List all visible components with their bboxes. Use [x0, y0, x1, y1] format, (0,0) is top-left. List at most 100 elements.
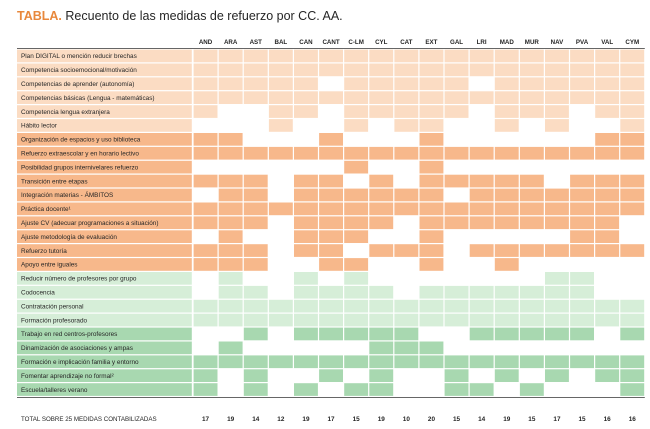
cell-cyl: [369, 285, 394, 299]
row-label: Competencias básicas (Lengua - matemátic…: [21, 95, 155, 102]
cell-c-lm: [344, 91, 369, 104]
cell-ara: [218, 63, 243, 77]
total-value-bal: 12: [277, 416, 285, 423]
cell-c-lm: [344, 327, 369, 341]
row-label-bg: [17, 383, 192, 396]
cell-bal: [268, 119, 293, 132]
cell-cym: [620, 369, 645, 382]
cell-val: [595, 63, 620, 77]
row-label: Contratación personal: [21, 303, 84, 310]
cell-cyl: [369, 202, 394, 216]
cell-can: [294, 49, 318, 63]
cell-pva: [570, 91, 594, 104]
cell-val: [595, 105, 620, 118]
cell-ext: [419, 355, 444, 369]
cell-cat: [394, 202, 419, 216]
cell-ext: [419, 119, 444, 132]
cell-cyl: [369, 313, 394, 327]
title-tag: TABLA.: [17, 9, 62, 23]
cell-ext: [419, 341, 444, 355]
row-label: Formación e implicación familia y entorn…: [21, 359, 139, 366]
cell-cyl: [369, 188, 394, 202]
total-value-lri: 14: [478, 416, 486, 423]
column-header-pva: PVA: [576, 39, 589, 46]
cell-ext: [419, 230, 444, 243]
cell-ara: [218, 272, 243, 285]
row-label-bg: [17, 63, 192, 77]
cell-c-lm: [344, 299, 369, 313]
cell-lri: [469, 299, 494, 313]
cell-ara: [218, 313, 243, 327]
total-value-cyl: 19: [378, 416, 386, 423]
cell-cyl: [369, 341, 394, 355]
cell-and: [193, 174, 218, 188]
cell-c-lm: [344, 49, 369, 63]
row-label: Competencia socioemocional/motivación: [21, 67, 137, 74]
total-value-ara: 19: [227, 416, 235, 423]
cell-cym: [620, 299, 645, 313]
cell-pva: [570, 355, 594, 369]
cell-ara: [218, 91, 243, 104]
cell-ext: [419, 160, 444, 174]
column-header-cant: CANT: [322, 39, 339, 46]
cell-cat: [394, 63, 419, 77]
cell-lri: [469, 285, 494, 299]
cell-mur: [519, 105, 544, 118]
cell-nav: [545, 105, 569, 118]
cell-mur: [519, 174, 544, 188]
total-label: TOTAL SOBRE 25 MEDIDAS CONTABILIZADAS: [21, 416, 157, 423]
cell-and: [193, 146, 218, 160]
cell-can: [294, 216, 318, 230]
cell-mur: [519, 383, 544, 396]
total-value-and: 17: [202, 416, 210, 423]
cell-nav: [545, 327, 569, 341]
cell-cat: [394, 355, 419, 369]
cell-ara: [218, 299, 243, 313]
cell-and: [193, 355, 218, 369]
column-header-and: AND: [199, 39, 213, 46]
row-label: Dinamización de asociaciones y ampas: [21, 345, 133, 352]
cell-mur: [519, 202, 544, 216]
cell-cat: [394, 77, 419, 91]
cell-cant: [319, 230, 343, 243]
cell-cym: [620, 77, 645, 91]
cell-gal: [444, 355, 469, 369]
cell-val: [595, 77, 620, 91]
cell-nav: [545, 77, 569, 91]
cell-cat: [394, 105, 419, 118]
cell-ara: [218, 341, 243, 355]
cell-val: [595, 244, 620, 257]
cell-ara: [218, 258, 243, 271]
cell-ast: [243, 49, 268, 63]
cell-can: [294, 105, 318, 118]
cell-and: [193, 383, 218, 396]
cell-ext: [419, 188, 444, 202]
cell-nav: [545, 188, 569, 202]
total-value-ast: 14: [252, 416, 260, 423]
cell-and: [193, 105, 218, 118]
row-label-bg: [17, 188, 192, 202]
cell-cyl: [369, 327, 394, 341]
cell-cant: [319, 202, 343, 216]
total-value-ext: 20: [428, 416, 436, 423]
cell-val: [595, 355, 620, 369]
cell-bal: [268, 77, 293, 91]
cell-bal: [268, 63, 293, 77]
row-label-bg: [17, 49, 192, 63]
cell-cat: [394, 327, 419, 341]
cell-gal: [444, 63, 469, 77]
cell-cant: [319, 63, 343, 77]
cell-lri: [469, 174, 494, 188]
column-header-ext: EXT: [425, 39, 437, 46]
cell-mur: [519, 313, 544, 327]
cell-ast: [243, 355, 268, 369]
column-header-val: VAL: [601, 39, 613, 46]
row-label-bg: [17, 341, 192, 355]
cell-cant: [319, 174, 343, 188]
cell-cat: [394, 49, 419, 63]
column-header-cyl: CYL: [375, 39, 388, 46]
cell-nav: [545, 119, 569, 132]
cell-mur: [519, 327, 544, 341]
cell-c-lm: [344, 313, 369, 327]
